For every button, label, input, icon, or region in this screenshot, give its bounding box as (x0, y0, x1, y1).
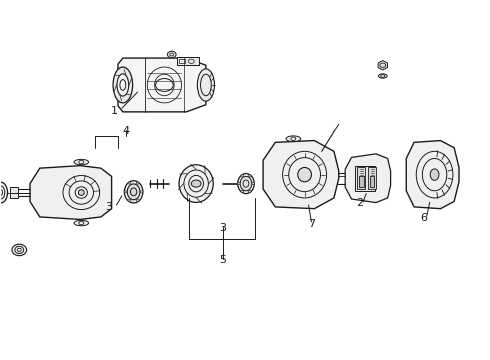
Ellipse shape (378, 74, 387, 78)
Bar (355, 166, 375, 191)
Text: 7: 7 (308, 219, 315, 229)
Circle shape (248, 190, 251, 193)
Circle shape (140, 191, 143, 193)
Ellipse shape (197, 69, 215, 101)
Text: 2: 2 (356, 198, 364, 208)
Circle shape (191, 180, 201, 187)
Bar (179, 59, 185, 63)
Bar (359, 176, 364, 187)
Circle shape (128, 182, 131, 184)
Circle shape (252, 183, 255, 185)
Circle shape (136, 199, 139, 202)
Ellipse shape (0, 182, 7, 203)
Circle shape (237, 183, 240, 185)
Bar (357, 167, 365, 189)
Ellipse shape (113, 67, 133, 103)
Circle shape (248, 175, 251, 177)
Text: 3: 3 (220, 223, 226, 233)
Ellipse shape (130, 188, 137, 196)
Text: 1: 1 (111, 106, 118, 116)
Bar (176, 57, 198, 65)
Bar (368, 167, 376, 189)
Ellipse shape (78, 190, 84, 195)
Ellipse shape (12, 244, 26, 256)
Text: 5: 5 (220, 255, 226, 265)
Polygon shape (378, 60, 388, 70)
Ellipse shape (117, 74, 129, 96)
Ellipse shape (127, 184, 140, 200)
Ellipse shape (124, 181, 143, 203)
Circle shape (241, 190, 244, 193)
Ellipse shape (238, 174, 254, 194)
Circle shape (124, 191, 127, 193)
Circle shape (136, 182, 139, 184)
Polygon shape (345, 154, 391, 203)
Polygon shape (406, 140, 459, 209)
Bar (369, 176, 374, 187)
Circle shape (241, 175, 244, 177)
Text: 6: 6 (420, 213, 427, 223)
Polygon shape (263, 140, 339, 209)
Text: 3: 3 (106, 202, 113, 212)
Ellipse shape (430, 169, 439, 180)
Ellipse shape (74, 159, 89, 165)
Ellipse shape (179, 165, 213, 202)
Ellipse shape (240, 176, 252, 191)
Circle shape (167, 51, 176, 58)
Ellipse shape (74, 220, 89, 226)
Ellipse shape (298, 167, 312, 182)
Polygon shape (118, 58, 206, 112)
Circle shape (128, 199, 131, 202)
Text: 4: 4 (122, 126, 130, 135)
Bar (10, 187, 18, 198)
Polygon shape (30, 166, 112, 220)
Ellipse shape (286, 136, 301, 141)
